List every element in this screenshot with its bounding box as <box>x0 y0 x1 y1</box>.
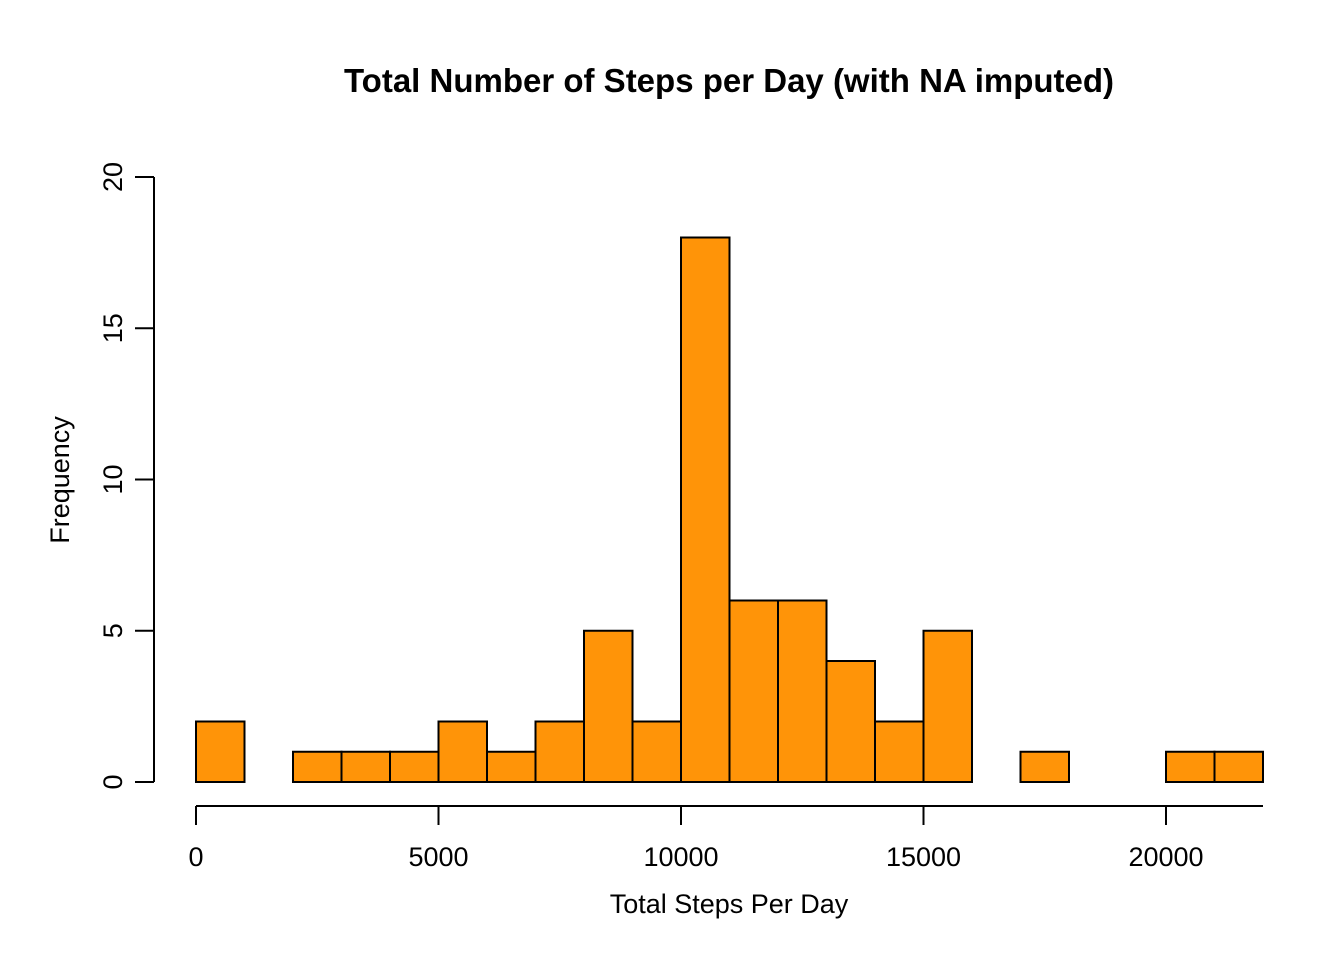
histogram-bar <box>1019 750 1070 783</box>
histogram-bar <box>437 720 488 783</box>
chart-title: Total Number of Steps per Day (with NA i… <box>344 62 1114 99</box>
y-tick-label: 20 <box>98 162 128 192</box>
histogram-bar <box>292 750 343 783</box>
histogram-bar <box>534 720 585 783</box>
histogram-bar <box>389 750 440 783</box>
histogram-bar <box>583 629 634 783</box>
y-axis-ticks: 0 5 10 15 20 <box>98 162 154 790</box>
x-axis-label: Total Steps Per Day <box>610 889 849 919</box>
histogram-bar <box>825 660 876 783</box>
x-axis-ticks: 0 5000 10000 15000 20000 <box>188 806 1204 872</box>
histogram-bar <box>486 750 537 783</box>
histogram-bar <box>922 629 973 783</box>
histogram-bar <box>728 599 779 783</box>
histogram-bar <box>1165 750 1216 783</box>
x-tick-label: 0 <box>188 842 203 872</box>
histogram-bar <box>874 720 925 783</box>
histogram-bar <box>1213 750 1264 783</box>
y-tick-label: 15 <box>98 313 128 343</box>
histogram-bar <box>340 750 391 783</box>
histogram-bars <box>195 236 1264 783</box>
x-tick-label: 10000 <box>643 842 718 872</box>
histogram-bar <box>777 599 828 783</box>
x-tick-label: 20000 <box>1128 842 1203 872</box>
x-tick-label: 5000 <box>408 842 468 872</box>
y-tick-label: 0 <box>98 774 128 789</box>
y-tick-label: 5 <box>98 623 128 638</box>
x-tick-label: 15000 <box>886 842 961 872</box>
y-axis-label: Frequency <box>45 416 75 544</box>
y-tick-label: 10 <box>98 464 128 494</box>
histogram-bar <box>680 236 731 783</box>
histogram-bar <box>195 720 246 783</box>
histogram-bar <box>631 720 682 783</box>
